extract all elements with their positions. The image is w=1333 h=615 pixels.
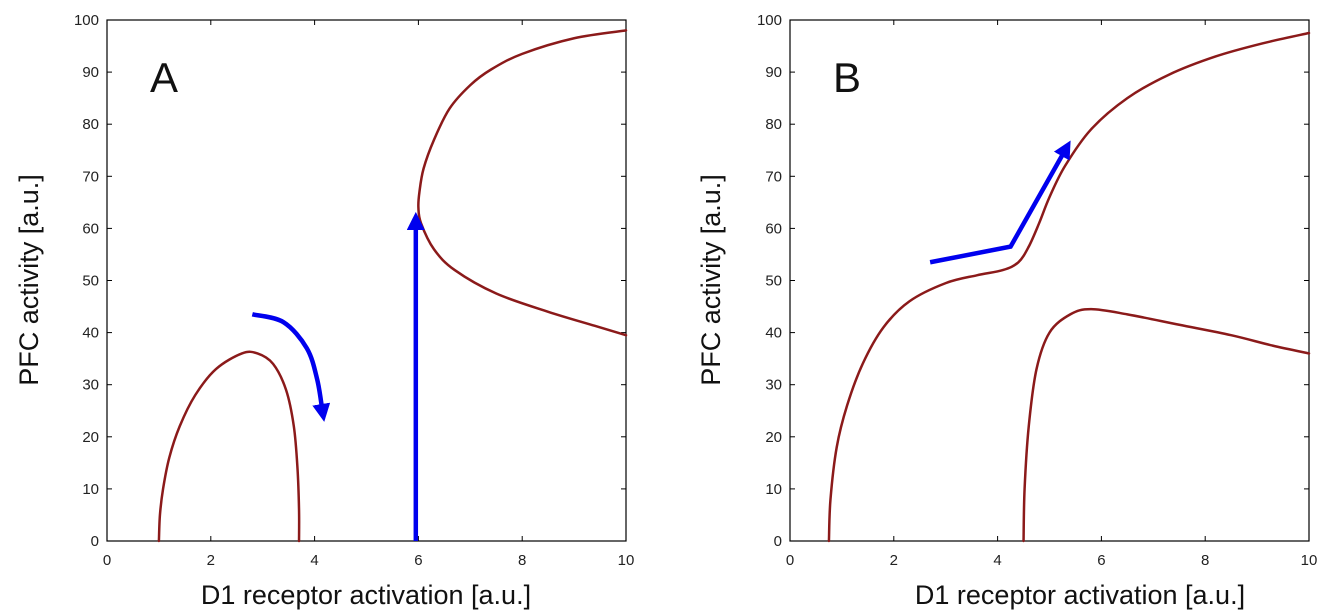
y-tick-label: 0	[91, 533, 99, 550]
y-tick-label: 60	[82, 220, 99, 237]
annotation-arrow-1	[929, 140, 1071, 265]
y-tick-label: 40	[82, 325, 99, 342]
y-tick-label: 70	[82, 168, 99, 185]
series-curve-2	[417, 29, 628, 337]
y-tick-label: 50	[765, 273, 782, 290]
y-tick-label: 30	[82, 377, 99, 394]
y-tick-label: 90	[82, 64, 99, 81]
y-axis-label: PFC activity [a.u.]	[696, 174, 726, 386]
y-tick-label: 0	[774, 533, 782, 550]
x-tick-label: 10	[618, 552, 635, 569]
y-tick-label: 20	[765, 429, 782, 446]
x-axis-label: D1 receptor activation [a.u.]	[915, 580, 1245, 610]
y-tick-label: 100	[757, 12, 782, 29]
y-tick-label: 50	[82, 273, 99, 290]
y-tick-label: 90	[765, 64, 782, 81]
panel-label: B	[833, 54, 861, 101]
arrows	[251, 211, 425, 541]
x-tick-label: 6	[414, 552, 422, 569]
y-tick-label: 30	[765, 377, 782, 394]
y-tick-label: 10	[765, 481, 782, 498]
y-tick-label: 10	[82, 481, 99, 498]
series-curve-1	[827, 31, 1311, 543]
tick-marks	[789, 19, 1310, 542]
plot-frame	[789, 19, 1310, 542]
x-tick-label: 4	[310, 552, 318, 569]
x-axis-label: D1 receptor activation [a.u.]	[201, 580, 531, 610]
curves	[157, 29, 628, 543]
annotation-arrow-2	[251, 312, 331, 422]
x-tick-label: 0	[103, 552, 111, 569]
y-tick-label: 70	[765, 168, 782, 185]
panel-label: A	[150, 54, 178, 101]
x-tick-label: 2	[890, 552, 898, 569]
tick-marks	[106, 19, 627, 542]
series-curve-2	[1022, 307, 1311, 543]
x-tick-label: 8	[1201, 552, 1209, 569]
x-tick-label: 4	[993, 552, 1001, 569]
y-tick-label: 20	[82, 429, 99, 446]
arrows	[929, 140, 1071, 265]
y-tick-label: 80	[82, 116, 99, 133]
x-tick-label: 2	[207, 552, 215, 569]
y-tick-label: 40	[765, 325, 782, 342]
plot-frame	[106, 19, 627, 542]
curves	[827, 31, 1311, 543]
y-tick-label: 100	[74, 12, 99, 29]
series-curve-1	[157, 350, 301, 543]
x-tick-label: 10	[1301, 552, 1318, 569]
x-tick-label: 0	[786, 552, 794, 569]
y-axis-label: PFC activity [a.u.]	[14, 174, 44, 386]
x-tick-label: 8	[518, 552, 526, 569]
y-tick-label: 80	[765, 116, 782, 133]
x-tick-label: 6	[1097, 552, 1105, 569]
y-tick-label: 60	[765, 220, 782, 237]
